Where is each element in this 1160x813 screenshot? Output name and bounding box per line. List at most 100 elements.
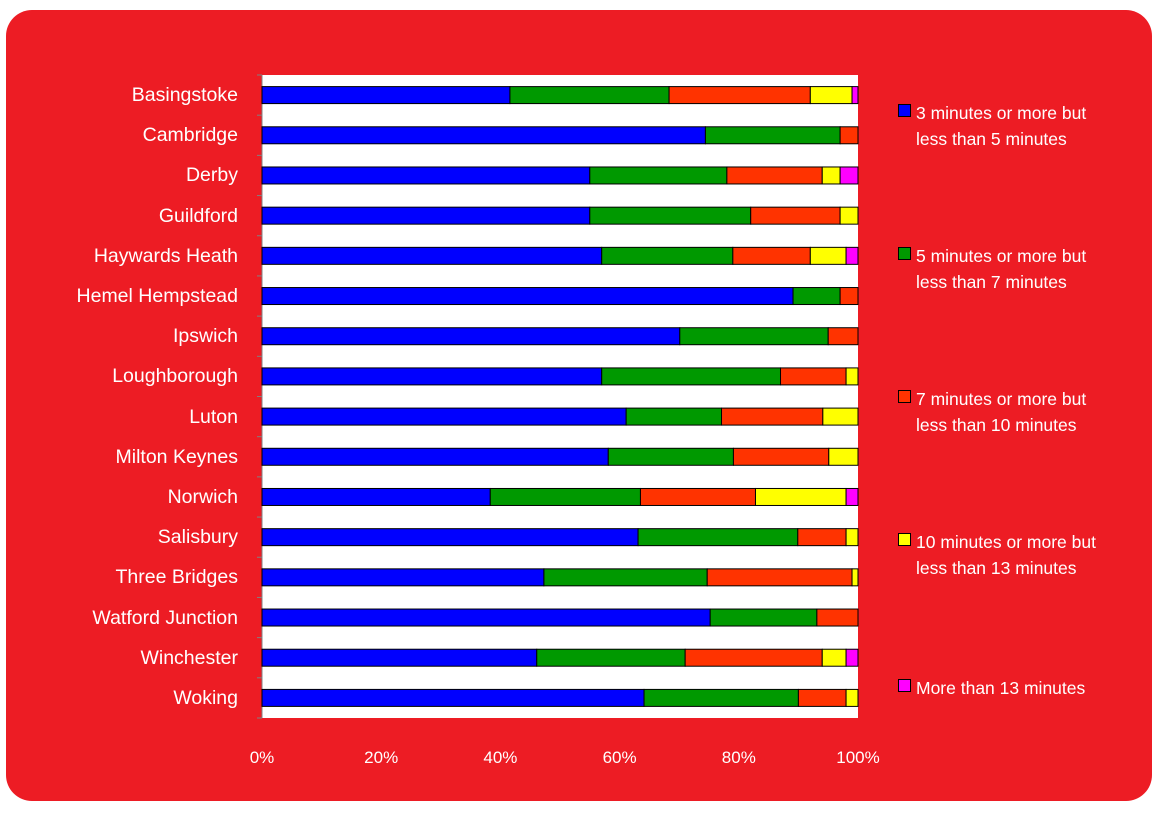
legend-swatch: [898, 104, 911, 117]
bar-segment: [809, 246, 847, 265]
bar-segment: [261, 287, 794, 306]
bar-segment: [726, 166, 823, 185]
bar-segment: [261, 568, 545, 587]
bar-segment: [706, 568, 853, 587]
bar-segment: [828, 447, 859, 466]
legend-swatch: [898, 533, 911, 546]
bar-segment: [709, 608, 818, 627]
bar-segment: [643, 688, 799, 707]
category-label: Luton: [189, 405, 238, 428]
bar-segment: [607, 447, 734, 466]
category-label: Loughborough: [112, 365, 238, 388]
legend-label-line: More than 13 minutes: [916, 678, 1086, 698]
bar-segment: [601, 246, 734, 265]
bar-segment: [721, 407, 824, 426]
bar-segment: [589, 166, 728, 185]
x-tick-label: 80%: [721, 748, 756, 767]
bar-segment: [732, 246, 811, 265]
bar-segment: [261, 86, 511, 105]
legend-label-line: 3 minutes or more but: [916, 103, 1087, 123]
bar-segment: [839, 206, 859, 225]
bar-segment: [780, 367, 847, 386]
bar-segment: [261, 608, 711, 627]
bar-segment: [822, 407, 859, 426]
legend-label: 10 minutes or more but less than 13 minut…: [916, 529, 1148, 581]
category-label: Hemel Hempstead: [76, 285, 238, 308]
legend-label-line: 5 minutes or more but: [916, 246, 1087, 266]
bar-segment: [679, 327, 829, 346]
x-tick-label: 40%: [483, 748, 518, 767]
bar-segment: [821, 648, 847, 667]
category-label: Salisbury: [157, 526, 238, 549]
bar-segment: [261, 246, 603, 265]
bar-segment: [489, 487, 641, 506]
bar-segment: [668, 86, 811, 105]
x-tick-label: 100%: [836, 748, 880, 767]
category-label: Three Bridges: [115, 566, 238, 589]
bar-segment: [261, 126, 706, 145]
category-label: Woking: [173, 686, 238, 709]
x-tick-label: 0%: [249, 748, 275, 767]
category-label: Norwich: [167, 485, 238, 508]
bar-segment: [637, 528, 799, 547]
bar-segment: [845, 528, 859, 547]
category-label: Winchester: [140, 646, 238, 669]
bar-segment: [704, 126, 841, 145]
bar-segment: [845, 367, 859, 386]
bar-segment: [261, 367, 603, 386]
bar-segment: [839, 166, 859, 185]
category-label: Derby: [185, 164, 238, 187]
bar-segment: [261, 528, 639, 547]
legend-label-line: less than 5 minutes: [916, 129, 1067, 149]
bar-segment: [845, 648, 859, 667]
bar-segment: [732, 447, 830, 466]
bar-segment: [827, 327, 859, 346]
bar-segment: [851, 86, 859, 105]
bar-segment: [845, 688, 859, 707]
category-label: Guildford: [158, 204, 238, 227]
bar-segment: [261, 327, 681, 346]
legend-label-line: 10 minutes or more but: [916, 532, 1096, 552]
legend-label-line: 7 minutes or more but: [916, 389, 1087, 409]
legend-swatch: [898, 247, 911, 260]
category-label: Cambridge: [142, 124, 238, 147]
bar-segment: [509, 86, 670, 105]
legend-label-line: less than 7 minutes: [916, 272, 1067, 292]
bar-segment: [839, 287, 859, 306]
legend-swatch: [898, 679, 911, 692]
legend-label: 5 minutes or more but less than 7 minutes: [916, 243, 1148, 295]
bar-segment: [750, 206, 841, 225]
x-tick-label: 60%: [602, 748, 637, 767]
x-tick-label: 20%: [364, 748, 399, 767]
bar-segment: [845, 246, 859, 265]
bar-segment: [536, 648, 686, 667]
bar-segment: [589, 206, 752, 225]
legend-swatch: [898, 390, 911, 403]
bar-segment: [809, 86, 853, 105]
legend-label: More than 13 minutes: [916, 675, 1148, 701]
bar-segment: [261, 447, 609, 466]
bar-segment: [261, 166, 591, 185]
bar-segment: [816, 608, 859, 627]
bar-segment: [797, 688, 847, 707]
bar-segment: [639, 487, 756, 506]
bar-segment: [845, 487, 859, 506]
bar-segment: [261, 206, 591, 225]
bar-segment: [792, 287, 841, 306]
category-label: Basingstoke: [131, 84, 238, 107]
bar-segment: [684, 648, 823, 667]
bar-segment: [625, 407, 723, 426]
bar-segment: [261, 487, 491, 506]
bar-segment: [839, 126, 859, 145]
bar-segment: [261, 407, 627, 426]
bar-segment: [851, 568, 859, 587]
bar-segment: [261, 688, 645, 707]
bar-segment: [797, 528, 847, 547]
bar-segment: [601, 367, 782, 386]
legend-label-line: less than 10 minutes: [916, 415, 1077, 435]
legend-label-line: less than 13 minutes: [916, 558, 1077, 578]
bar-segment: [543, 568, 708, 587]
legend-label: 3 minutes or more but less than 5 minutes: [916, 100, 1148, 152]
bar-segment: [261, 648, 538, 667]
